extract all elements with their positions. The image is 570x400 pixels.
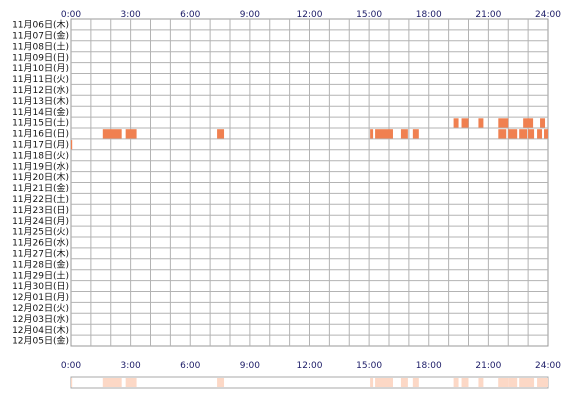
activity-block: [498, 129, 507, 139]
x-tick-label-bottom: 12:00: [297, 361, 323, 371]
summary-block: [478, 378, 484, 387]
summary-block: [71, 378, 73, 387]
summary-block: [125, 378, 137, 387]
activity-block: [544, 129, 548, 139]
row-label: 12月02日(火): [12, 303, 69, 314]
row-label: 11月06日(木): [12, 19, 69, 31]
activity-block: [102, 129, 122, 139]
row-label: 11月07日(金): [12, 30, 69, 42]
activity-block: [523, 118, 534, 128]
summary-block: [217, 378, 225, 387]
row-label: 12月04日(木): [12, 324, 69, 336]
activity-block: [508, 129, 518, 139]
summary-block: [498, 378, 507, 387]
x-tick-label-bottom: 0:00: [61, 361, 81, 371]
x-tick-label-top: 24:00: [535, 10, 561, 20]
activity-block: [412, 129, 419, 139]
summary-block: [519, 378, 528, 387]
row-label: 11月12日(水): [12, 84, 69, 96]
summary-block: [461, 378, 469, 387]
activity-block: [461, 118, 469, 128]
summary-bar: [70, 376, 549, 389]
row-label: 11月23日(日): [12, 205, 69, 216]
activity-block: [528, 129, 535, 139]
x-tick-label-bottom: 9:00: [240, 361, 260, 371]
grid-lines: [70, 18, 549, 347]
row-label: 11月10日(月): [12, 63, 69, 74]
x-tick-label-bottom: 18:00: [416, 361, 442, 371]
x-tick-label-top: 0:00: [61, 10, 81, 20]
x-tick-label-top: 21:00: [475, 10, 501, 20]
activity-block: [453, 118, 459, 128]
activity-blocks: [71, 118, 548, 150]
summary-block: [537, 378, 543, 387]
row-label: 11月08日(土): [12, 40, 69, 52]
row-label: 12月03日(水): [12, 313, 69, 325]
x-tick-label-bottom: 15:00: [356, 361, 382, 371]
x-tick-label-bottom: 6:00: [180, 361, 200, 371]
row-label: 11月21日(金): [12, 182, 69, 194]
summary-track: [70, 376, 549, 389]
row-label: 11月22日(土): [12, 193, 69, 205]
x-tick-label-bottom: 24:00: [535, 361, 561, 371]
summary-block: [412, 378, 419, 387]
row-label: 11月13日(木): [12, 95, 69, 107]
x-tick-label-top: 18:00: [416, 10, 442, 20]
row-label: 11月25日(火): [12, 227, 69, 238]
activity-block: [478, 118, 484, 128]
top-tick-labels: 0:00 3:00 6:00 9:00 12:00 15:00 18:00 21:00 24:0…: [61, 10, 561, 20]
row-label: 12月05日(金): [12, 335, 69, 347]
x-tick-label-top: 9:00: [240, 10, 260, 20]
row-label: 11月30日(日): [12, 281, 69, 292]
row-label: 11月09日(日): [12, 52, 69, 63]
summary-block: [544, 378, 548, 387]
row-label: 11月27日(木): [12, 248, 69, 260]
activity-block: [537, 129, 543, 139]
summary-block: [528, 378, 535, 387]
summary-block: [508, 378, 518, 387]
row-label: 11月16日(日): [12, 129, 69, 140]
row-labels: 11月06日(木)11月07日(金)11月08日(土)11月09日(日)11月1…: [12, 19, 69, 347]
row-label: 11月24日(月): [12, 216, 69, 227]
summary-block: [370, 378, 374, 387]
row-label: 11月28日(金): [12, 258, 69, 270]
row-label: 11月14日(金): [12, 106, 69, 118]
x-tick-label-top: 15:00: [356, 10, 382, 20]
summary-block: [102, 378, 122, 387]
row-label: 11月15日(土): [12, 117, 69, 129]
summary-block: [400, 378, 408, 387]
x-tick-label-top: 12:00: [297, 10, 323, 20]
x-tick-label-bottom: 21:00: [475, 361, 501, 371]
row-label: 11月29日(土): [12, 269, 69, 281]
activity-block: [125, 129, 137, 139]
row-label: 11月17日(月): [12, 140, 69, 151]
row-label: 11月26日(水): [12, 237, 69, 249]
x-tick-label-bottom: 3:00: [121, 361, 141, 371]
row-label: 11月11日(火): [12, 74, 69, 85]
row-label: 11月20日(木): [12, 171, 69, 183]
activity-block: [71, 140, 73, 150]
summary-block: [453, 378, 459, 387]
bottom-tick-labels: 0:00 3:00 6:00 9:00 12:00 15:00 18:00 21:00 24:0…: [61, 361, 561, 371]
x-tick-label-top: 6:00: [180, 10, 200, 20]
activity-block: [370, 129, 374, 139]
row-label: 11月19日(水): [12, 160, 69, 172]
row-label: 11月18日(火): [12, 150, 69, 161]
row-label: 12月01日(月): [12, 292, 69, 303]
activity-block: [375, 129, 393, 139]
activity-block: [498, 118, 509, 128]
activity-block: [217, 129, 225, 139]
summary-block: [375, 378, 393, 387]
activity-block: [519, 129, 528, 139]
activity-block: [540, 118, 546, 128]
x-tick-label-top: 3:00: [121, 10, 141, 20]
summary-block: [540, 378, 546, 387]
activity-block: [400, 129, 408, 139]
